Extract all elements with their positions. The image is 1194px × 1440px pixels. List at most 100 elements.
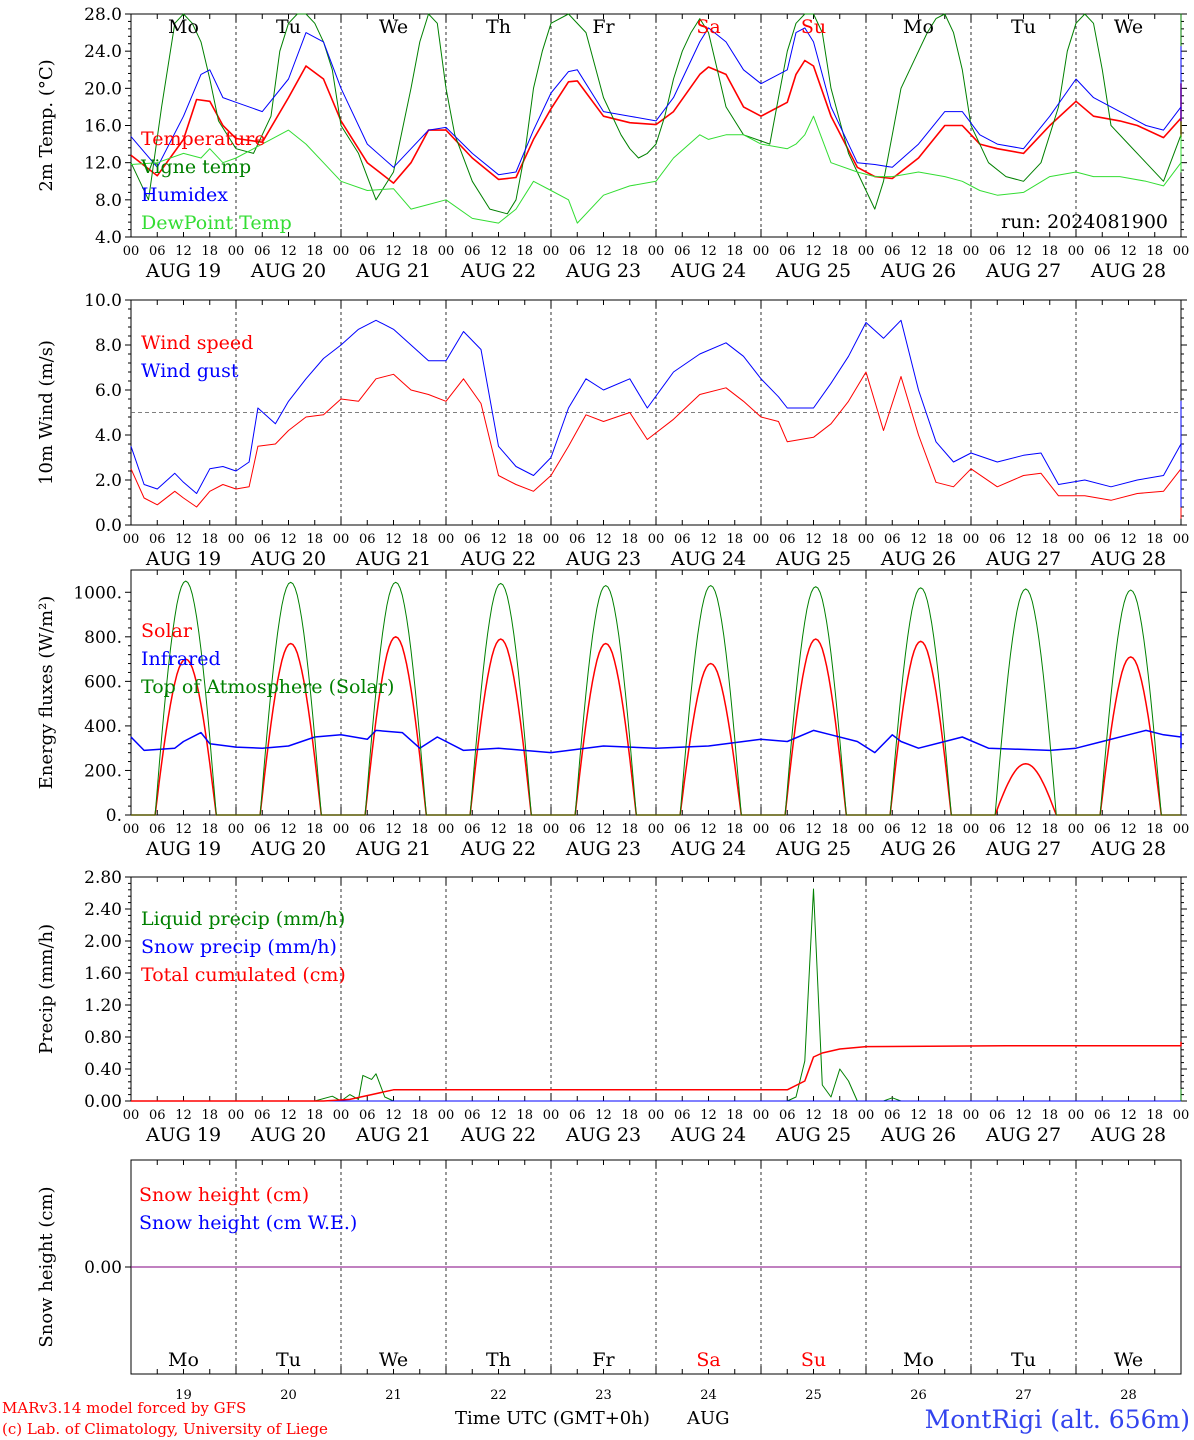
x-date-label: AUG 28 [1090,1124,1166,1146]
legend-entry: DewPoint Temp [141,212,292,234]
x-hour-label: 18 [936,822,953,837]
x-date-label: AUG 19 [145,548,221,570]
x-date-label: AUG 25 [775,260,851,282]
x-date-label: AUG 19 [145,260,221,282]
y-axis-label: 2m Temp. (°C) [36,59,57,191]
y-tick-label: 400. [84,717,122,737]
x-hour-label: 00 [858,244,875,259]
x-hour-label: 12 [175,1108,192,1123]
x-hour-label: 18 [726,1108,743,1123]
x-hour-label: 18 [516,822,533,837]
x-hour-label: 00 [228,532,245,547]
y-tick-label: 6.0 [95,381,122,401]
y-tick-label: 2.0 [95,471,122,491]
x-hour-label: 06 [149,532,166,547]
weekday-label: Fr [592,1349,615,1371]
x-hour-label: 12 [1120,244,1137,259]
x-date-label: AUG 23 [565,548,641,570]
x-hour-label: 12 [490,1108,507,1123]
legend-entry: Total cumulated (cm) [141,964,346,986]
x-hour-label: 00 [123,532,140,547]
x-hour-label: 06 [989,822,1006,837]
x-date-label: AUG 24 [670,838,746,860]
x-hour-label: 18 [306,532,323,547]
x-hour-label: 06 [779,244,796,259]
x-hour-label: 00 [333,822,350,837]
weekday-label: Tu [1011,1349,1036,1371]
x-date-label: AUG 21 [355,838,431,860]
x-hour-label: 00 [1173,532,1190,547]
x-hour-label: 12 [910,244,927,259]
x-hour-label: 00 [228,244,245,259]
x-hour-label: 12 [910,822,927,837]
x-hour-label: 00 [1173,244,1190,259]
x-hour-label: 18 [516,244,533,259]
x-date-label: AUG 24 [670,260,746,282]
x-hour-label: 06 [254,244,271,259]
x-hour-label: 12 [595,1108,612,1123]
x-hour-label: 00 [123,822,140,837]
x-hour-label: 12 [700,822,717,837]
x-date-label: AUG 21 [355,260,431,282]
y-tick-label: 4.0 [95,228,122,248]
x-hour-label: 06 [359,1108,376,1123]
x-hour-label: 12 [490,822,507,837]
weekday-label: Su [801,1349,826,1371]
x-hour-label: 12 [280,1108,297,1123]
series-line-wind-speed [130,371,1182,519]
y-tick-label: 2.40 [84,900,122,920]
x-hour-label: 00 [543,532,560,547]
x-hour-label: 18 [1146,244,1163,259]
x-hour-label: 06 [989,244,1006,259]
x-date-label: AUG 23 [565,1124,641,1146]
x-hour-label: 18 [726,822,743,837]
x-hour-label: 12 [280,532,297,547]
x-date-label: AUG 21 [355,548,431,570]
x-hour-label: 12 [490,532,507,547]
legend-entry: Snow precip (mm/h) [141,936,337,958]
x-hour-label: 18 [1146,532,1163,547]
weekday-label: We [1114,16,1143,38]
x-hour-label: 18 [831,532,848,547]
x-hour-label: 00 [753,532,770,547]
y-tick-label: 2.00 [84,932,122,952]
x-hour-label: 12 [1120,1108,1137,1123]
x-hour-label: 06 [1094,244,1111,259]
x-hour-label: 06 [464,822,481,837]
x-hour-label: 18 [831,1108,848,1123]
x-hour-label: 18 [621,244,638,259]
x-hour-label: 18 [1146,822,1163,837]
y-tick-label: 20.0 [84,79,122,99]
x-date-label: AUG 26 [880,838,956,860]
x-hour-label: 06 [779,532,796,547]
y-tick-label: 0.00 [84,1092,122,1112]
x-hour-label: 06 [884,532,901,547]
y-tick-label: 0.40 [84,1060,122,1080]
x-hour-label: 06 [254,1108,271,1123]
day-number-label: 19 [175,1388,192,1403]
legend-entry: Temperature [141,128,265,150]
x-hour-label: 00 [333,532,350,547]
weekday-label: Tu [1011,16,1036,38]
weekday-label: Th [486,1349,511,1371]
x-date-label: AUG 21 [355,1124,431,1146]
legend-entry: Liquid precip (mm/h) [141,908,345,930]
x-hour-label: 00 [1068,822,1085,837]
series-line-total-cumulated-cm- [131,1041,1182,1102]
x-hour-label: 18 [621,1108,638,1123]
x-hour-label: 18 [1041,532,1058,547]
x-hour-label: 06 [1094,532,1111,547]
x-hour-label: 00 [1068,532,1085,547]
series-line-top-of-atmosphere-solar- [131,580,1181,816]
x-date-label: AUG 23 [565,838,641,860]
weekday-label: Mo [168,1349,199,1371]
x-hour-label: 18 [936,1108,953,1123]
x-hour-label: 18 [306,1108,323,1123]
y-axis-label: Energy fluxes (W/m²) [36,596,57,790]
x-hour-label: 00 [963,1108,980,1123]
day-number-label: 26 [910,1388,927,1403]
series-line-infrared [130,729,1182,754]
legend-entry: Wind gust [141,360,239,382]
x-hour-label: 06 [1094,1108,1111,1123]
